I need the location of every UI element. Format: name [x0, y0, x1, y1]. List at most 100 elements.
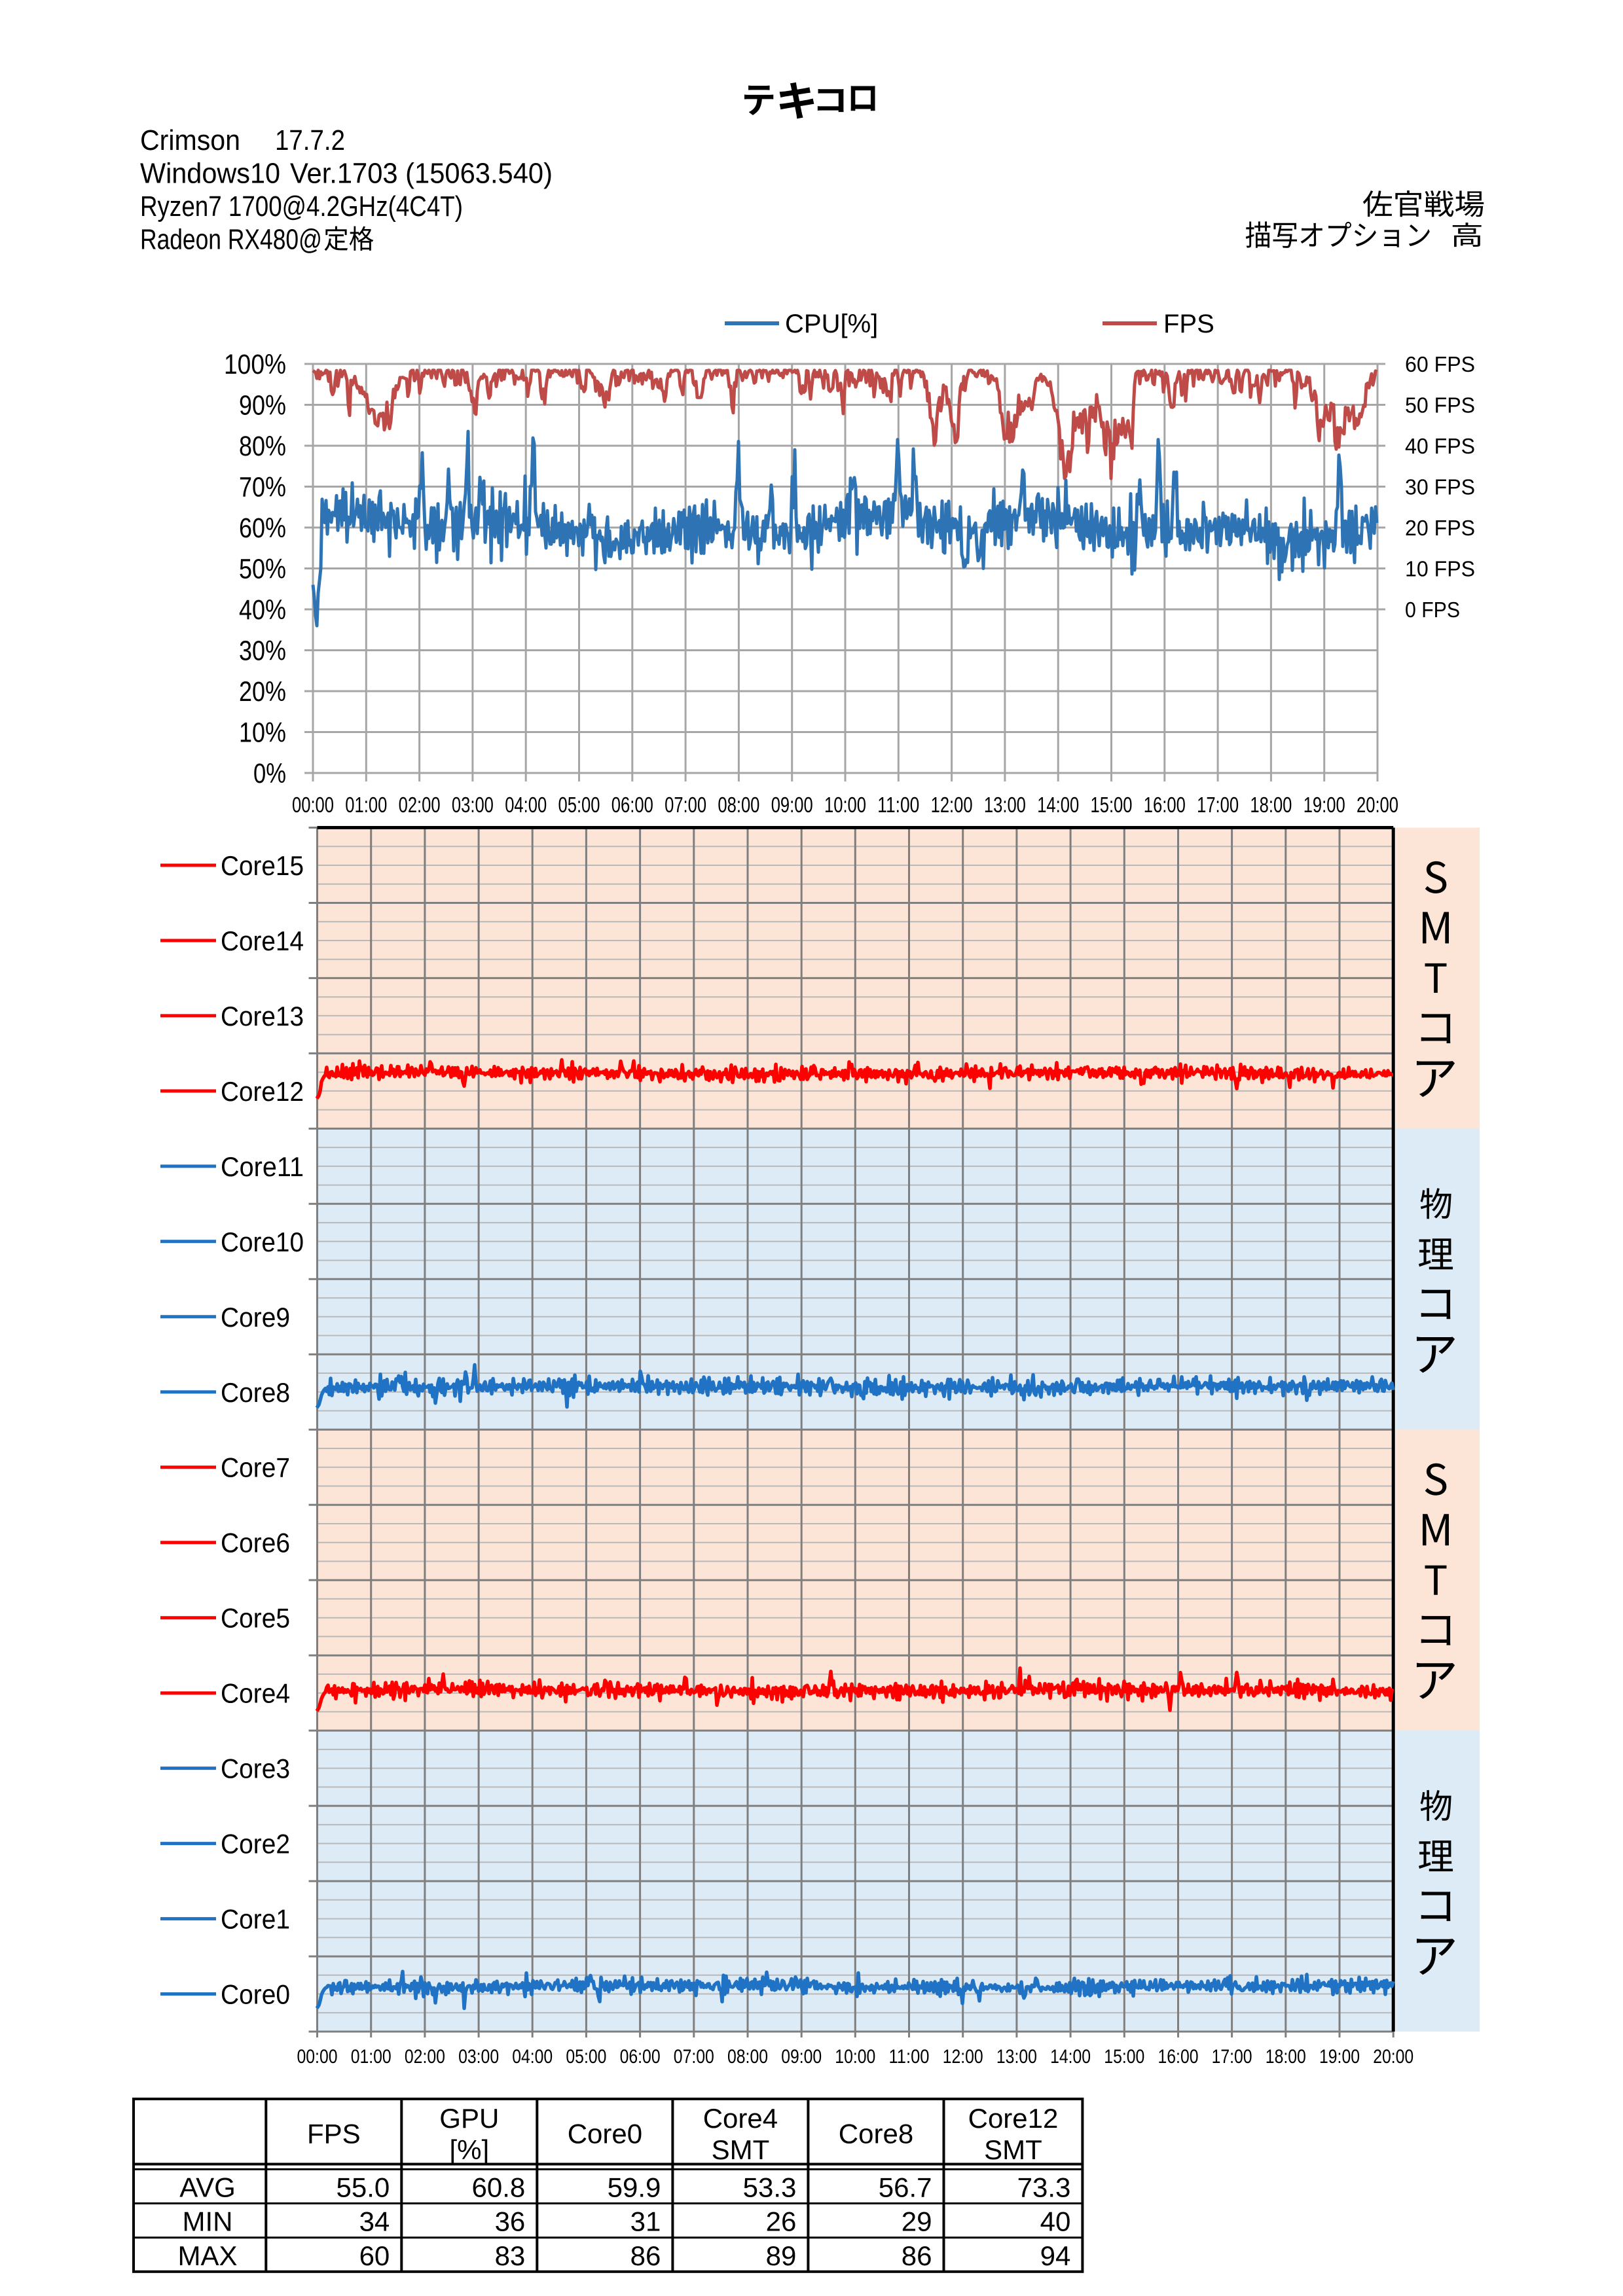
svg-text:17:00: 17:00 [1197, 793, 1239, 817]
svg-text:Core12: Core12 [221, 1076, 304, 1107]
svg-text:00:00: 00:00 [292, 793, 334, 817]
svg-text:18:00: 18:00 [1250, 793, 1292, 817]
svg-text:[%]: [%] [449, 2134, 489, 2165]
svg-text:100%: 100% [224, 349, 286, 380]
svg-text:CPU[%]: CPU[%] [785, 310, 878, 338]
svg-text:29: 29 [902, 2206, 932, 2237]
svg-text:Core14: Core14 [221, 925, 304, 956]
svg-text:86: 86 [630, 2240, 661, 2271]
svg-text:34: 34 [359, 2206, 390, 2237]
svg-text:Core13: Core13 [221, 1001, 304, 1031]
svg-text:03:00: 03:00 [458, 2046, 499, 2068]
svg-text:20:00: 20:00 [1357, 793, 1398, 817]
svg-text:01:00: 01:00 [351, 2046, 392, 2068]
svg-text:10 FPS: 10 FPS [1405, 557, 1475, 581]
svg-text:73.3: 73.3 [1017, 2172, 1071, 2202]
svg-text:09:00: 09:00 [771, 793, 813, 817]
svg-text:MAX: MAX [177, 2240, 237, 2271]
svg-text:30%: 30% [239, 636, 286, 667]
svg-text:19:00: 19:00 [1319, 2046, 1360, 2068]
svg-text:40 FPS: 40 FPS [1405, 434, 1475, 458]
svg-text:09:00: 09:00 [781, 2046, 822, 2068]
svg-text:26: 26 [766, 2206, 797, 2237]
svg-text:20:00: 20:00 [1373, 2046, 1413, 2068]
svg-text:Core5: Core5 [221, 1603, 290, 1634]
svg-text:Core7: Core7 [221, 1452, 290, 1483]
svg-text:08:00: 08:00 [718, 793, 759, 817]
svg-text:AVG: AVG [179, 2172, 236, 2202]
svg-text:14:00: 14:00 [1050, 2046, 1091, 2068]
svg-text:15:00: 15:00 [1091, 793, 1133, 817]
svg-text:01:00: 01:00 [345, 793, 387, 817]
svg-text:Radeon RX480@: Radeon RX480@ [140, 224, 322, 256]
svg-text:17.7.2: 17.7.2 [275, 124, 345, 156]
svg-text:Core2: Core2 [221, 1829, 290, 1859]
svg-text:Core8: Core8 [839, 2119, 913, 2149]
svg-text:90%: 90% [239, 390, 286, 422]
svg-text:Core0: Core0 [221, 1979, 290, 2010]
svg-text:04:00: 04:00 [505, 793, 547, 817]
svg-text:50%: 50% [239, 554, 286, 585]
svg-text:03:00: 03:00 [452, 793, 494, 817]
svg-text:11:00: 11:00 [889, 2046, 930, 2068]
svg-text:Core8: Core8 [221, 1377, 290, 1408]
svg-text:02:00: 02:00 [405, 2046, 445, 2068]
svg-text:17:00: 17:00 [1212, 2046, 1252, 2068]
svg-text:20 FPS: 20 FPS [1405, 516, 1475, 540]
svg-text:04:00: 04:00 [512, 2046, 553, 2068]
svg-text:36: 36 [495, 2206, 526, 2237]
svg-text:Core4: Core4 [221, 1678, 290, 1709]
svg-text:16:00: 16:00 [1158, 2046, 1199, 2068]
svg-text:13:00: 13:00 [996, 2046, 1037, 2068]
svg-text:20%: 20% [239, 676, 286, 708]
svg-text:FPS: FPS [307, 2119, 361, 2149]
svg-text:Ryzen7 1700@4.2GHz(4C4T): Ryzen7 1700@4.2GHz(4C4T) [140, 190, 463, 223]
svg-text:07:00: 07:00 [674, 2046, 714, 2068]
svg-text:50 FPS: 50 FPS [1405, 393, 1475, 418]
svg-text:Core11: Core11 [221, 1151, 304, 1182]
svg-text:60: 60 [359, 2240, 390, 2271]
svg-text:40: 40 [1040, 2206, 1071, 2237]
svg-text:0%: 0% [253, 758, 286, 789]
svg-text:10:00: 10:00 [824, 793, 866, 817]
svg-text:06:00: 06:00 [611, 793, 653, 817]
svg-text:12:00: 12:00 [943, 2046, 983, 2068]
svg-text:Core12: Core12 [968, 2103, 1059, 2134]
svg-text:05:00: 05:00 [566, 2046, 606, 2068]
svg-text:19:00: 19:00 [1304, 793, 1345, 817]
svg-text:GPU: GPU [439, 2103, 499, 2134]
svg-text:08:00: 08:00 [727, 2046, 768, 2068]
svg-text:59.9: 59.9 [608, 2172, 661, 2202]
svg-text:Ver.1703 (15063.540): Ver.1703 (15063.540) [290, 158, 553, 190]
svg-text:83: 83 [495, 2240, 526, 2271]
svg-text:FPS: FPS [1163, 310, 1214, 338]
svg-text:56.7: 56.7 [879, 2172, 932, 2202]
svg-text:Core1: Core1 [221, 1904, 290, 1935]
svg-text:10:00: 10:00 [835, 2046, 875, 2068]
svg-text:Core10: Core10 [221, 1227, 304, 1257]
svg-text:55.0: 55.0 [337, 2172, 390, 2202]
svg-text:12:00: 12:00 [931, 793, 973, 817]
svg-text:13:00: 13:00 [984, 793, 1026, 817]
svg-text:70%: 70% [239, 472, 286, 503]
svg-text:16:00: 16:00 [1144, 793, 1186, 817]
svg-text:18:00: 18:00 [1266, 2046, 1306, 2068]
svg-text:Core4: Core4 [703, 2103, 778, 2134]
svg-text:Crimson: Crimson [140, 124, 240, 156]
svg-text:60 FPS: 60 FPS [1405, 352, 1475, 376]
svg-text:40%: 40% [239, 594, 286, 626]
svg-text:MIN: MIN [183, 2206, 233, 2237]
svg-text:02:00: 02:00 [399, 793, 441, 817]
svg-text:06:00: 06:00 [620, 2046, 661, 2068]
svg-text:07:00: 07:00 [665, 793, 706, 817]
svg-text:31: 31 [630, 2206, 661, 2237]
svg-text:05:00: 05:00 [558, 793, 600, 817]
svg-text:14:00: 14:00 [1037, 793, 1079, 817]
svg-text:SMT: SMT [984, 2134, 1042, 2165]
svg-text:Core6: Core6 [221, 1528, 290, 1558]
svg-text:53.3: 53.3 [743, 2172, 797, 2202]
svg-text:86: 86 [902, 2240, 932, 2271]
svg-text:10%: 10% [239, 717, 286, 749]
svg-text:15:00: 15:00 [1104, 2046, 1144, 2068]
svg-text:0 FPS: 0 FPS [1405, 598, 1460, 622]
